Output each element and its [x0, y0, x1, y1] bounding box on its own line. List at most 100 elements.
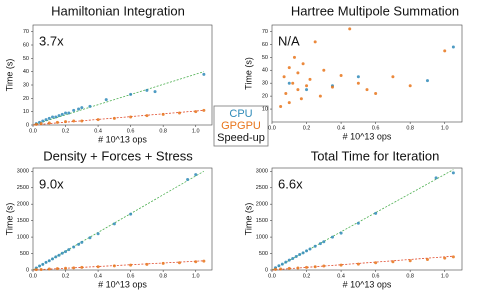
point [291, 256, 295, 260]
point [72, 266, 76, 270]
point [330, 85, 334, 89]
point [77, 242, 81, 246]
chart-title: Hamiltonian Integration [51, 3, 185, 18]
x-tick-label: 0.2 [303, 273, 311, 279]
point [34, 122, 38, 126]
point [287, 101, 291, 105]
point [39, 122, 43, 126]
point [284, 92, 288, 96]
point [277, 264, 281, 268]
plot-frame [32, 167, 213, 271]
y-tick-label: 60 [23, 42, 29, 48]
chart-title: Total Time for Iteration [311, 148, 440, 163]
point [77, 107, 81, 111]
point [194, 260, 198, 264]
point [318, 242, 322, 246]
point [47, 116, 51, 120]
point [34, 268, 38, 272]
point [60, 112, 64, 116]
point [47, 121, 51, 125]
point [57, 253, 61, 257]
point [38, 264, 42, 268]
legend-label: GPGPU [221, 120, 261, 132]
point [408, 259, 412, 263]
x-tick-label: 0.6 [127, 128, 135, 134]
point [41, 262, 45, 266]
point [425, 79, 429, 83]
y-tick-label: 40 [262, 68, 268, 74]
point [356, 81, 360, 85]
point [153, 90, 157, 94]
point [282, 75, 286, 79]
point [298, 253, 302, 257]
x-tick-label: 0.6 [372, 125, 380, 131]
point [280, 262, 284, 266]
point [44, 260, 48, 264]
y-tick-label: 500 [20, 251, 29, 257]
x-tick-label: 0.4 [94, 128, 102, 134]
point [339, 231, 343, 235]
point [313, 244, 317, 248]
panel: Hamiltonian Integration 0.0 0.2 0.4 0.6 0.8 1.… [4, 3, 213, 144]
point [80, 106, 84, 110]
speed-up-annotation: 3.7x [39, 33, 64, 48]
x-axis-label: # 10^13 ops [343, 279, 392, 289]
point [47, 259, 51, 263]
point [129, 115, 133, 119]
point [339, 73, 343, 77]
plot-frame [32, 24, 213, 126]
y-tick-label: 20 [262, 94, 268, 100]
trend-line [32, 71, 204, 126]
point [145, 262, 149, 266]
y-tick-label: 10 [23, 109, 29, 115]
trend-line [271, 169, 454, 271]
point [80, 119, 84, 123]
point [330, 235, 334, 239]
y-tick-label: 30 [262, 81, 268, 87]
y-tick-label: 1000 [256, 235, 268, 241]
point [129, 92, 133, 96]
x-tick-label: 0.4 [337, 273, 345, 279]
point [67, 111, 71, 115]
y-axis-label: Time (s) [243, 203, 253, 236]
x-tick-label: 0.4 [337, 125, 345, 131]
x-tick-label: 1.0 [441, 125, 449, 131]
point [443, 49, 447, 53]
point [284, 260, 288, 264]
point [202, 259, 206, 263]
x-tick-label: 0.8 [406, 125, 414, 131]
panel: Total Time for Iteration 0.0 0.2 0.4 0.6 0.8 1… [243, 148, 463, 289]
x-axis-label: # 10^13 ops [98, 279, 147, 289]
point [80, 265, 84, 269]
x-tick-label: 1.0 [192, 273, 200, 279]
point [391, 260, 395, 264]
x-tick-label: 0.2 [62, 128, 70, 134]
point [279, 104, 283, 108]
point [279, 267, 283, 271]
y-tick-label: 3000 [256, 169, 268, 175]
chart-title: Density + Forces + Stress [43, 148, 193, 163]
point [41, 119, 45, 123]
x-tick-label: 1.0 [441, 273, 449, 279]
point [161, 112, 165, 116]
panel: Hartree Multipole Summation 0.0 0.2 0.4 0.6 0… [243, 3, 463, 141]
point [60, 251, 64, 255]
point [96, 118, 100, 122]
y-tick-label: 3000 [17, 169, 29, 175]
x-tick-label: 0.0 [29, 273, 37, 279]
y-tick-label: 0 [26, 267, 29, 273]
x-tick-label: 0.0 [268, 125, 276, 131]
point [177, 111, 181, 115]
plot-frame [271, 167, 463, 271]
point [54, 115, 58, 119]
point [451, 171, 455, 175]
point [161, 261, 165, 265]
legend-label: CPU [229, 108, 252, 120]
point [296, 88, 300, 92]
point [287, 266, 291, 270]
point [451, 45, 455, 49]
point [425, 257, 429, 261]
speed-up-annotation: 6.6x [278, 176, 303, 191]
